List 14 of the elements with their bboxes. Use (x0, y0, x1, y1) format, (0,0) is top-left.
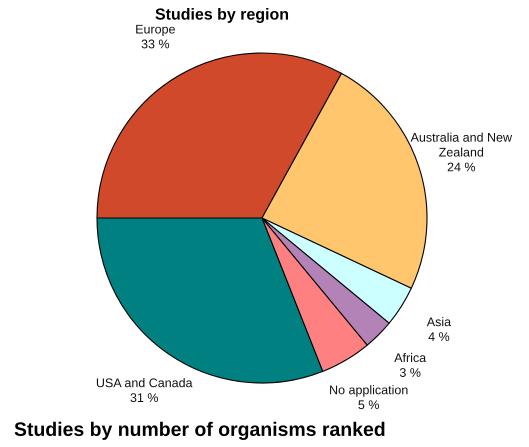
chart-title: Studies by region (155, 8, 288, 23)
slice-label: Europe (136, 24, 175, 36)
slice-label: Australia and New Zealand (410, 132, 512, 157)
data-label: 31 % (130, 393, 158, 402)
text: Studies by number of organisms ranked (14, 422, 384, 440)
data-label: 3 % (400, 368, 420, 377)
slice-label: Africa (394, 352, 426, 362)
data-label: 33 % (142, 40, 170, 48)
slice-label: Asia (426, 317, 452, 326)
data-label: 24 % (448, 162, 476, 172)
data-label: 4 % (428, 332, 450, 341)
slice-label: USA and Canada (96, 378, 193, 388)
slice-label: No application (330, 385, 408, 397)
data-label: 5 % (358, 400, 379, 410)
